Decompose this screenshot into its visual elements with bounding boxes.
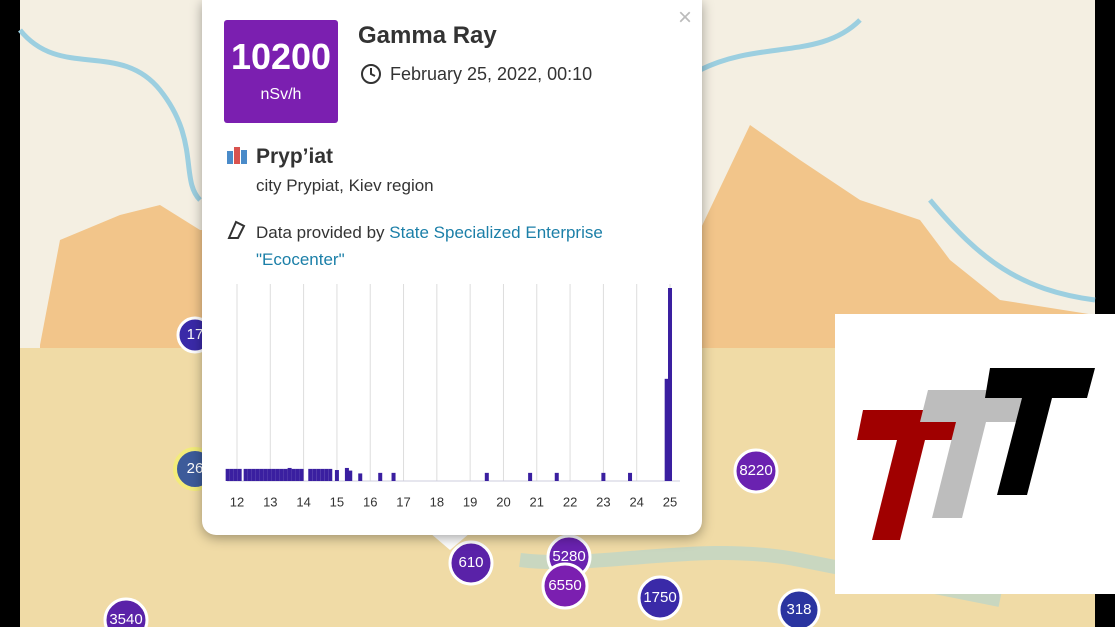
bar xyxy=(358,473,363,481)
reading-badge: 10200 nSv/h xyxy=(224,20,338,123)
bar xyxy=(554,472,559,481)
marker-label: 5280 xyxy=(552,548,585,565)
mini-chart: 12 13 14 15 16 17 18 19 20 21 22 23 24 25 xyxy=(225,284,680,509)
marker[interactable]: 6550 xyxy=(541,562,589,610)
popup: × 10200 nSv/h Gamma Ray February 25, 202… xyxy=(202,0,702,535)
bar xyxy=(334,470,339,481)
bar xyxy=(291,468,296,481)
bar xyxy=(484,472,489,481)
clock-icon xyxy=(361,64,381,84)
bar xyxy=(312,468,317,481)
bar xyxy=(287,467,292,481)
x-tick-label: 23 xyxy=(596,494,610,509)
bar xyxy=(275,468,280,481)
x-tick-label: 22 xyxy=(563,494,577,509)
x-tick-label: 19 xyxy=(463,494,477,509)
x-tick-label: 18 xyxy=(430,494,444,509)
x-tick-label: 16 xyxy=(363,494,377,509)
bar xyxy=(267,468,272,481)
marker-label: 17 xyxy=(187,326,204,343)
x-tick-label: 12 xyxy=(230,494,244,509)
bar xyxy=(271,468,276,481)
marker-label: 1750 xyxy=(643,589,676,606)
bar xyxy=(320,468,325,481)
marker-label: 3540 xyxy=(109,611,142,627)
marker-label: 610 xyxy=(458,554,483,571)
reading-value: 10200 xyxy=(230,36,332,77)
marker[interactable]: 1750 xyxy=(637,575,683,621)
bar xyxy=(344,467,349,481)
x-tick-label: 13 xyxy=(263,494,277,509)
marker[interactable]: 318 xyxy=(777,588,821,627)
bar xyxy=(668,288,673,481)
popup-title: Gamma Ray xyxy=(358,22,497,49)
bar xyxy=(255,468,260,481)
bar xyxy=(391,472,396,481)
bar xyxy=(324,468,329,481)
provider-icon xyxy=(227,220,246,239)
bar xyxy=(348,470,353,481)
provider: Data provided by State Specialized Enter… xyxy=(256,219,676,273)
x-tick-label: 14 xyxy=(296,494,310,509)
x-tick-label: 24 xyxy=(629,494,643,509)
river xyxy=(18,18,1096,303)
marker-label: 8220 xyxy=(739,462,772,479)
bar xyxy=(225,468,230,481)
popup-pointer xyxy=(430,533,470,550)
bar xyxy=(263,468,268,481)
reading-unit: nSv/h xyxy=(260,86,302,103)
place-address: city Prypiat, Kiev region xyxy=(256,176,434,195)
bar xyxy=(308,468,313,481)
bar xyxy=(378,472,383,481)
close-button[interactable]: × xyxy=(677,4,692,31)
marker-label: 6550 xyxy=(548,577,581,594)
bar xyxy=(299,468,304,481)
bar xyxy=(328,468,333,481)
bar xyxy=(295,468,300,481)
provider-link[interactable]: State Specialized Enterprise "Ecocenter" xyxy=(256,223,603,269)
bar xyxy=(528,472,533,481)
marker[interactable]: 3540 xyxy=(103,597,149,627)
bar xyxy=(316,468,321,481)
x-tick-label: 15 xyxy=(330,494,344,509)
provider-prefix: Data provided by xyxy=(256,223,385,242)
bar xyxy=(243,468,248,481)
marker[interactable]: 610 xyxy=(448,540,494,586)
bar xyxy=(601,472,606,481)
bar xyxy=(664,378,669,481)
place-name: Pryp’iat xyxy=(256,145,334,168)
bar xyxy=(247,468,252,481)
datetime: February 25, 2022, 00:10 xyxy=(390,64,593,84)
x-tick-label: 17 xyxy=(396,494,410,509)
x-tick-label: 21 xyxy=(530,494,544,509)
bar xyxy=(229,468,234,481)
bar xyxy=(233,468,238,481)
marker-label: 318 xyxy=(786,601,811,618)
bar xyxy=(628,472,633,481)
x-tick-label: 25 xyxy=(663,494,677,509)
bar xyxy=(283,468,288,481)
x-tick-label: 20 xyxy=(496,494,510,509)
city-icon xyxy=(227,147,247,164)
marker[interactable]: 8220 xyxy=(733,448,779,494)
bar xyxy=(279,468,284,481)
bar xyxy=(237,468,242,481)
marker-label: 26 xyxy=(187,460,204,477)
bar xyxy=(251,468,256,481)
bar xyxy=(259,468,264,481)
logo xyxy=(835,314,1115,594)
